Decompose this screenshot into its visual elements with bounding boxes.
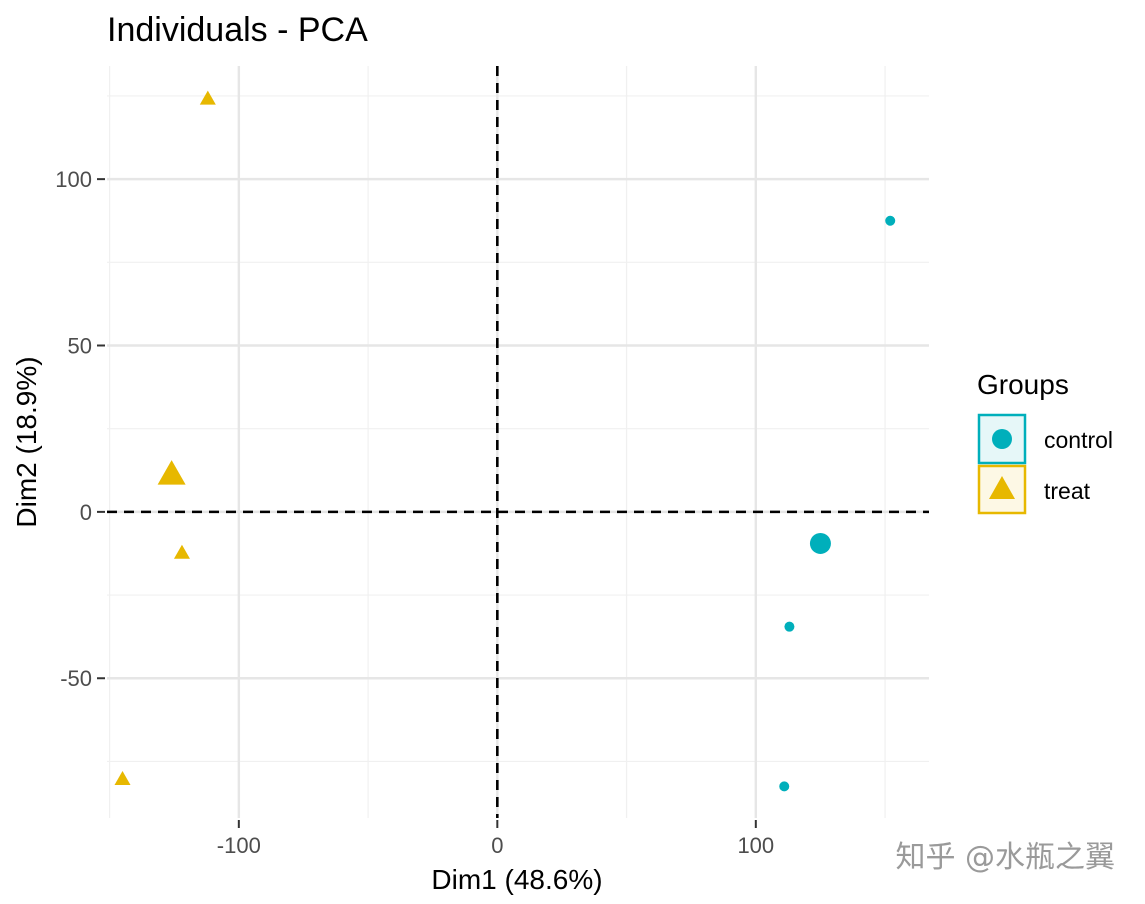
- legend-item-control: control: [977, 413, 1113, 465]
- y-axis-title: Dim2 (18.9%): [11, 356, 42, 527]
- legend-item-treat: treat: [977, 464, 1091, 515]
- point-treat: [173, 544, 190, 559]
- point-control: [784, 621, 795, 632]
- grid-major: [107, 66, 929, 818]
- point-control: [885, 215, 896, 226]
- chart-title: Individuals - PCA: [107, 11, 368, 49]
- x-tick-label: 100: [737, 833, 774, 858]
- x-axis-ticks: -100 0 100: [217, 820, 774, 858]
- centroid-control: [809, 532, 831, 554]
- y-tick-label: -50: [60, 666, 92, 691]
- legend-label-treat: treat: [1044, 478, 1091, 504]
- x-axis-title: Dim1 (48.6%): [431, 864, 602, 895]
- x-tick-label: 0: [491, 833, 503, 858]
- legend: Groups control treat: [977, 369, 1113, 515]
- y-tick-label: 50: [68, 334, 92, 359]
- legend-title: Groups: [977, 369, 1069, 400]
- legend-label-control: control: [1044, 427, 1113, 453]
- reference-lines: [107, 66, 929, 818]
- watermark: 知乎 @水瓶之翼: [895, 840, 1115, 875]
- data-points: [114, 90, 896, 792]
- y-tick-label: 100: [55, 167, 92, 192]
- y-tick-label: 0: [80, 500, 92, 525]
- legend-circle-icon: [992, 429, 1012, 449]
- point-control: [779, 781, 790, 792]
- point-treat: [114, 771, 131, 786]
- centroid-treat: [157, 460, 186, 485]
- point-treat: [199, 90, 216, 105]
- legend-triangle-icon: [989, 476, 1015, 499]
- grid-minor: [107, 66, 929, 818]
- x-tick-label: -100: [217, 833, 261, 858]
- y-axis-ticks: -50 0 50 100: [55, 167, 105, 691]
